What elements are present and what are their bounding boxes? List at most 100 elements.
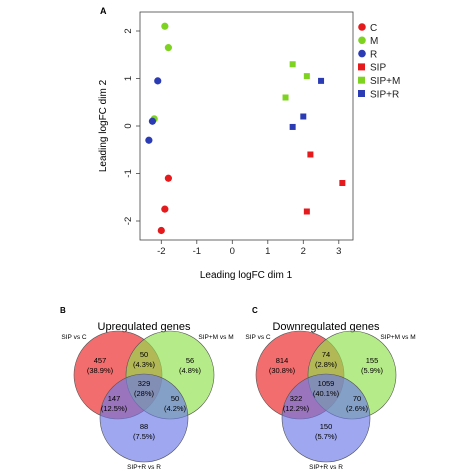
venn-region-abc: 329 (28%)	[134, 379, 155, 398]
region-percent: (4.8%)	[179, 366, 202, 375]
venn-region-bc: 70 (2.6%)	[346, 394, 369, 413]
venn-region-a-only: 814 (30.8%)	[269, 356, 296, 375]
venn-region-c-only: 88 (7.5%)	[133, 422, 156, 441]
panel-c-label: C	[252, 306, 258, 315]
point-c	[161, 205, 169, 213]
venn-region-ab: 50 (4.3%)	[133, 350, 156, 369]
legend-label-sip-r: SIP+R	[370, 89, 399, 100]
region-percent: (40.1%)	[313, 389, 340, 398]
region-count: 70	[353, 394, 361, 403]
venn-region-b-only: 155 (5.9%)	[361, 356, 384, 375]
point-sip-m	[282, 94, 289, 101]
scatter-points	[145, 22, 346, 235]
x-tick-label: 0	[230, 246, 235, 257]
legend-marker-sip-r	[358, 90, 365, 97]
set-label-sip-m-vs-m: SIP+M vs M	[198, 334, 233, 341]
venn-region-ac: 147 (12.5%)	[101, 394, 128, 413]
region-percent: (7.5%)	[133, 432, 156, 441]
set-label-sip-m-vs-m: SIP+M vs M	[380, 334, 415, 341]
legend-marker-m	[358, 36, 366, 45]
legend-marker-sip-m	[358, 76, 365, 84]
point-sip-m	[289, 61, 296, 68]
point-sip-r	[289, 123, 296, 130]
set-label-sip-vs-c: SIP vs C	[61, 334, 86, 341]
region-percent: (2.8%)	[315, 360, 338, 369]
venn-region-abc: 1059 (40.1%)	[313, 379, 340, 398]
region-percent: (38.9%)	[87, 366, 114, 375]
legend-label-r: R	[370, 49, 377, 60]
region-count: 155	[366, 356, 379, 365]
panel-b-title: Upregulated genes	[98, 321, 191, 333]
point-sip	[303, 208, 310, 215]
x-tick-label: 3	[336, 246, 341, 257]
venn-region-ac: 322 (12.2%)	[283, 394, 310, 413]
axis-ticks: -2 -1 0 1 2 3 -2 -1 0 1 2	[123, 28, 341, 257]
point-sip-r	[300, 113, 307, 120]
panel-b: B Upregulated genes SIP vs C SIP+M vs M …	[60, 306, 234, 471]
point-r	[145, 136, 153, 144]
region-percent: (30.8%)	[269, 366, 296, 375]
legend-label-c: C	[370, 23, 377, 34]
y-tick-label: 0	[123, 123, 134, 128]
venn-circle-sip-r-vs-r	[281, 373, 371, 463]
legend-label-m: M	[370, 36, 378, 47]
venn-region-a-only: 457 (38.9%)	[87, 356, 114, 375]
region-percent: (4.3%)	[133, 360, 156, 369]
y-tick-label: 2	[123, 28, 134, 33]
x-tick-label: -2	[157, 246, 165, 257]
region-count: 322	[290, 394, 303, 403]
plot-frame	[139, 11, 354, 241]
region-percent: (5.9%)	[361, 366, 384, 375]
region-count: 1059	[318, 379, 335, 388]
region-percent: (28%)	[134, 389, 155, 398]
panel-a: A -2 -1 0 1 2 3 -2 -1 0 1 2 Leading logFC dim 1 Le…	[98, 6, 400, 281]
set-label-sip-r-vs-r: SIP+R vs R	[309, 464, 343, 471]
region-count: 50	[140, 350, 148, 359]
x-axis-label: Leading logFC dim 1	[200, 270, 293, 281]
point-c	[157, 226, 165, 235]
x-tick-label: 1	[265, 246, 270, 257]
venn-region-b-only: 56 (4.8%)	[179, 356, 202, 375]
legend-label-sip-m: SIP+M	[370, 76, 400, 87]
point-r	[154, 77, 162, 85]
venn-region-bc: 50 (4.2%)	[164, 394, 187, 413]
y-tick-label: -2	[123, 217, 134, 225]
region-percent: (5.7%)	[315, 432, 338, 441]
point-sip	[307, 151, 314, 158]
region-count: 88	[140, 422, 148, 431]
point-m	[161, 22, 169, 30]
panel-c-title: Downregulated genes	[272, 321, 380, 333]
panel-b-label: B	[60, 306, 66, 315]
region-count: 150	[320, 422, 333, 431]
y-tick-label: 1	[123, 76, 134, 81]
point-sip	[339, 180, 346, 186]
legend-label-sip: SIP	[370, 63, 386, 74]
point-r	[148, 117, 157, 125]
region-count: 814	[276, 356, 289, 365]
point-m	[164, 44, 172, 52]
region-count: 457	[94, 356, 107, 365]
venn-region-ab: 74 (2.8%)	[315, 350, 338, 369]
region-count: 147	[108, 394, 121, 403]
venn-circle-sip-r-vs-r	[99, 373, 189, 463]
region-count: 50	[171, 394, 179, 403]
legend-marker-r	[358, 49, 366, 58]
panel-c: C Downregulated genes SIP vs C SIP+M vs …	[245, 306, 415, 471]
panel-a-label: A	[100, 6, 107, 16]
point-sip-m	[303, 73, 310, 80]
legend-marker-c	[358, 23, 366, 31]
legend-marker-sip	[358, 63, 365, 71]
region-percent: (2.6%)	[346, 404, 369, 413]
region-count: 329	[138, 379, 151, 388]
y-axis-label: Leading logFC dim 2	[98, 79, 109, 172]
point-c	[164, 174, 172, 182]
x-tick-label: 2	[301, 246, 306, 257]
region-count: 56	[186, 356, 194, 365]
region-percent: (12.5%)	[101, 404, 128, 413]
region-percent: (12.2%)	[283, 404, 310, 413]
set-label-sip-r-vs-r: SIP+R vs R	[127, 464, 161, 471]
venn-region-c-only: 150 (5.7%)	[315, 422, 338, 441]
set-label-sip-vs-c: SIP vs C	[245, 334, 270, 341]
region-count: 74	[322, 350, 330, 359]
